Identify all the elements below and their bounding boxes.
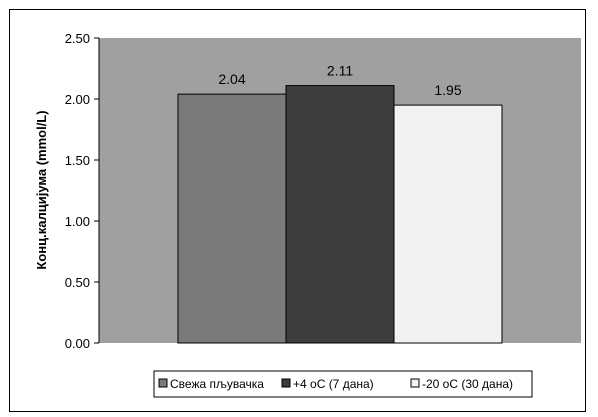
bar — [285, 85, 395, 344]
y-tick-label: 0.00 — [65, 336, 90, 351]
bar — [177, 93, 287, 344]
bar — [393, 104, 503, 344]
bars: 2.04 2.11 1.95 — [177, 63, 503, 344]
y-tick-label: 0.50 — [65, 275, 90, 290]
y-tick-label: 2.50 — [65, 31, 90, 46]
legend-label: Свежа пљувачка — [170, 377, 264, 391]
legend-swatch — [281, 378, 291, 388]
y-tick-label: 2.00 — [65, 92, 90, 107]
legend-box — [153, 370, 533, 398]
data-label: 2.04 — [218, 71, 245, 87]
legend-label: +4 oC (7 дана) — [293, 377, 374, 391]
legend-swatch — [158, 378, 168, 388]
y-axis-label: Конц.калцијума (mmol/L) — [34, 110, 49, 269]
y-tick-label: 1.50 — [65, 153, 90, 168]
y-axis: 0.00 0.50 1.00 1.50 2.00 2.50 — [65, 31, 100, 351]
legend-swatch — [410, 378, 420, 388]
legend-label: -20 oC (30 дана) — [422, 377, 513, 391]
data-label: 2.11 — [327, 63, 353, 79]
y-tick-label: 1.00 — [65, 214, 90, 229]
legend: Свежа пљувачка +4 oC (7 дана) -20 oC (30 д… — [158, 377, 513, 391]
data-label: 1.95 — [434, 82, 461, 98]
